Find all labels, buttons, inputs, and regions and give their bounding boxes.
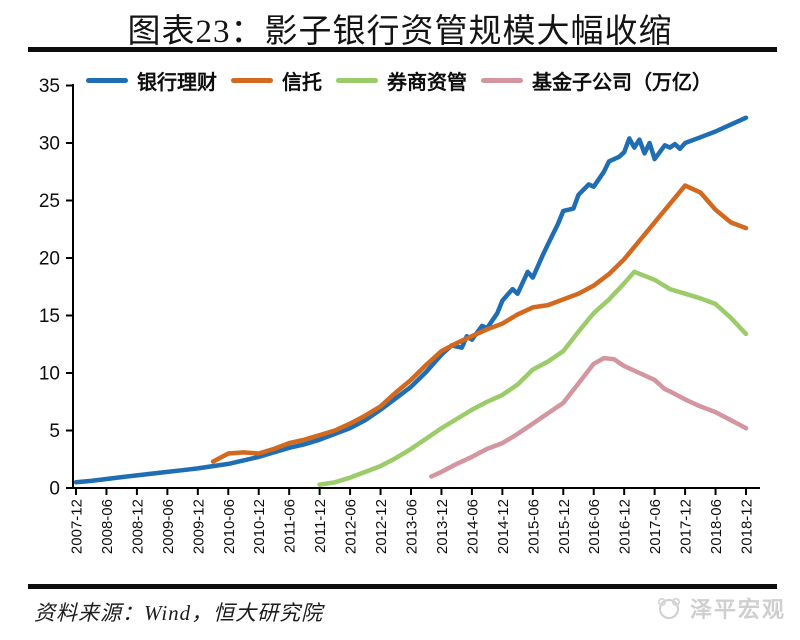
x-tick-label: 2007-12 [69, 499, 86, 554]
legend-item-fund-subsidiary: 基金子公司（万亿） [481, 66, 712, 95]
series-line-fund-subsidiary [429, 355, 749, 479]
x-tick-label: 2011-12 [312, 499, 329, 553]
footer-divider-rule [28, 584, 777, 589]
legend-label: 券商资管 [387, 72, 467, 94]
x-tick-label: 2017-06 [647, 499, 664, 554]
y-tick-label: 10 [39, 364, 60, 385]
x-tick-label: 2010-06 [221, 499, 238, 554]
x-tick-label: 2011-06 [282, 499, 299, 553]
series-line-broker-asset-management [317, 269, 749, 487]
x-tick-label: 2016-12 [617, 499, 634, 554]
legend-label: 银行理财 [137, 72, 217, 94]
x-tick-label: 2012-06 [343, 499, 360, 554]
legend-line-icon-pink [481, 78, 523, 83]
x-tick-label: 2015-06 [525, 499, 542, 554]
x-tick-label: 2018-06 [708, 499, 725, 554]
page-title: 图表23：影子银行资管规模大幅收缩 [127, 14, 673, 50]
x-tick-label: 2008-06 [99, 499, 116, 554]
axes [72, 84, 760, 489]
y-tick-label: 15 [39, 306, 60, 327]
x-tick-label: 2008-12 [129, 499, 146, 554]
x-tick-label: 2018-12 [739, 499, 756, 554]
series-line-bank-wealth-management [73, 115, 749, 485]
legend-line-icon-blue [86, 78, 128, 83]
zeping-macro-logo: 泽平宏观 [654, 592, 786, 624]
x-tick-label: 2014-12 [495, 499, 512, 554]
data-source-text: 资料来源：Wind，恒大研究院 [34, 601, 324, 625]
series-line-trust [210, 183, 749, 464]
chart-canvas: 0 5 10 15 20 25 30 35 2007-12 2008-06 2008-12 2009-… [39, 76, 760, 554]
x-tick-label: 2009-12 [190, 499, 207, 554]
y-tick-label: 30 [39, 134, 60, 155]
y-tick-label: 35 [39, 76, 60, 97]
y-tick-label: 20 [39, 249, 60, 270]
legend-item-bank-wealth-management: 银行理财 [86, 66, 217, 95]
x-tick-label: 2016-06 [586, 499, 603, 554]
legend-label: 信托 [282, 72, 322, 94]
zeping-logo-icon [657, 597, 681, 619]
legend-line-icon-orange [231, 78, 273, 83]
x-tick-label: 2014-06 [464, 499, 481, 554]
zeping-logo-text: 泽平宏观 [689, 597, 786, 622]
y-tick-label: 5 [49, 421, 60, 442]
y-tick-label: 0 [49, 479, 60, 500]
legend-item-broker-asset-management: 券商资管 [336, 66, 467, 95]
y-tick-label: 25 [39, 191, 60, 212]
legend-item-trust: 信托 [231, 66, 322, 95]
legend-label: 基金子公司（万亿） [532, 72, 712, 94]
x-tick-label: 2009-06 [160, 499, 177, 554]
x-tick-label: 2017-12 [678, 499, 695, 554]
x-tick-label: 2015-12 [556, 499, 573, 554]
x-tick-label: 2012-12 [373, 499, 390, 554]
x-tick-label: 2013-06 [404, 499, 421, 554]
title-divider-rule [28, 47, 777, 52]
legend-line-icon-green [336, 78, 378, 83]
chart-legend: 银行理财 信托 券商资管 基金子公司（万亿） [86, 66, 712, 95]
x-tick-label: 2010-12 [251, 499, 268, 554]
x-tick-label: 2013-12 [434, 499, 451, 554]
